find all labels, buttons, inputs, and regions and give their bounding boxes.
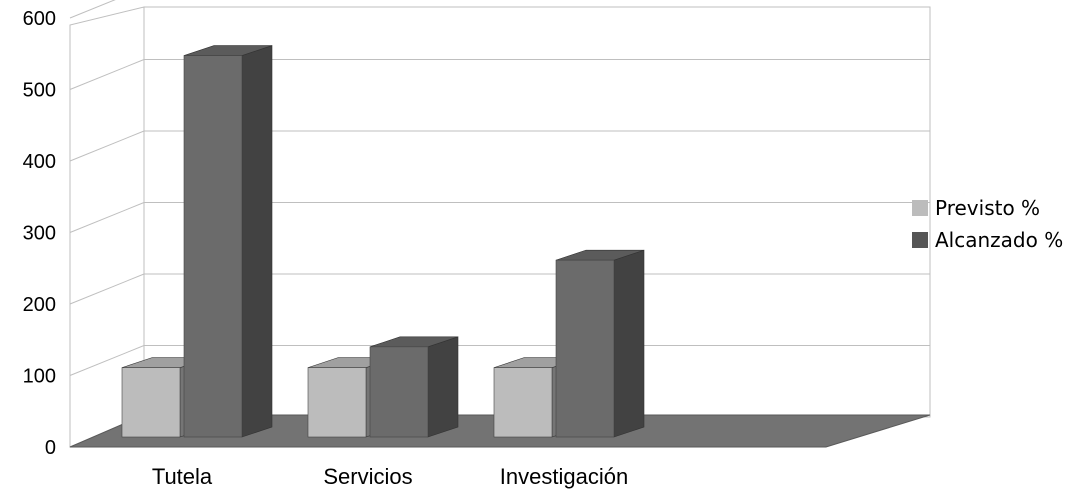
bar-front: [121, 367, 181, 438]
bar-front: [307, 367, 367, 438]
legend-item-alcanzado: Alcanzado %: [912, 224, 1063, 256]
legend-item-previsto: Previsto %: [912, 192, 1063, 224]
gridline-side: [69, 130, 145, 162]
bar-side: [241, 45, 273, 438]
gridline-side: [69, 345, 145, 376]
gridline-side: [69, 273, 145, 305]
legend-swatch-previsto: [912, 200, 928, 216]
y-tick-label: 100: [23, 366, 56, 388]
gridline-side: [69, 202, 145, 233]
bar-side: [613, 249, 645, 438]
gridline-side: [69, 0, 116, 19]
x-tick-label: Investigación: [500, 464, 628, 489]
y-tick-label: 400: [23, 151, 56, 173]
x-tick-label: Servicios: [323, 464, 412, 489]
legend: Previsto % Alcanzado %: [912, 192, 1063, 256]
x-axis-tick-labels: Tutela Servicios Investigación: [152, 464, 628, 489]
y-axis-tick-labels: 0 100 200 300 400 500 600: [23, 8, 56, 459]
y-tick-label: 0: [45, 437, 56, 459]
bar-front: [555, 259, 615, 438]
x-tick-label: Tutela: [152, 464, 213, 489]
y-tick-label: 500: [23, 80, 56, 102]
legend-label-alcanzado: Alcanzado %: [935, 228, 1064, 252]
bar-tutela-alcanzado: [183, 45, 273, 438]
y-tick-label: 200: [23, 294, 56, 316]
bar-front: [183, 55, 243, 438]
bar-side: [427, 336, 459, 438]
back-wall: [143, 6, 931, 418]
gridline-side: [69, 59, 145, 90]
bar-investigación-alcanzado: [555, 249, 645, 438]
bar-front: [369, 346, 429, 438]
legend-label-previsto: Previsto %: [935, 196, 1041, 220]
bar-servicios-alcanzado: [369, 336, 459, 438]
bar-front: [493, 367, 553, 438]
chart-walls: [69, 6, 931, 448]
y-tick-label: 600: [23, 8, 56, 30]
y-tick-label: 300: [23, 223, 56, 245]
gridlines: [69, 0, 930, 376]
legend-swatch-alcanzado: [912, 232, 928, 248]
bars: [121, 45, 645, 438]
